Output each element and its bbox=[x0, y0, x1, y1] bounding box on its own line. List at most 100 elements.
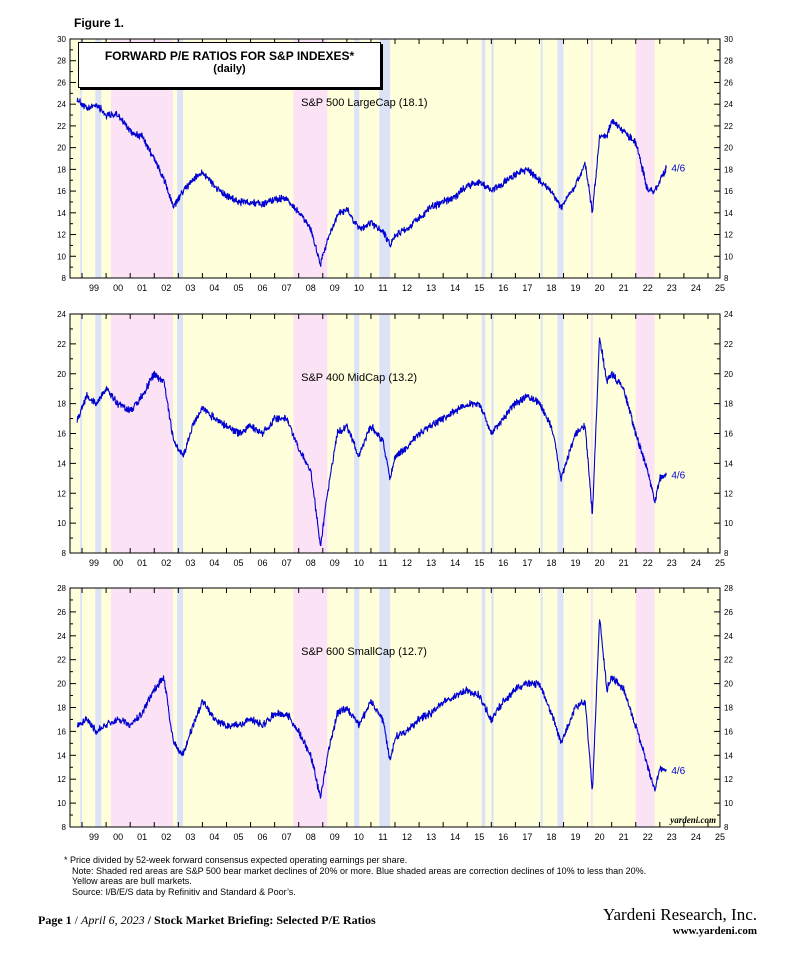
sp600-ytick-label-right: 24 bbox=[724, 632, 733, 641]
sp600-ytick-label-right: 26 bbox=[724, 608, 733, 617]
sp600-year-label: 02 bbox=[161, 832, 171, 842]
sp600-ytick-label-right: 20 bbox=[724, 680, 733, 689]
sp600-year-label: 22 bbox=[643, 832, 653, 842]
sp600-year-label: 17 bbox=[522, 832, 532, 842]
sp600-correction-shade bbox=[379, 588, 391, 827]
sp400-bear-shade bbox=[293, 314, 328, 553]
sp400-year-label: 25 bbox=[715, 558, 725, 568]
sp400-ytick-label-left: 10 bbox=[57, 519, 66, 528]
sp600-year-label: 15 bbox=[474, 832, 484, 842]
sp600-end-date-label: 4/6 bbox=[671, 766, 685, 777]
sp600-year-label: 10 bbox=[354, 832, 364, 842]
sp600-year-label: 01 bbox=[137, 832, 147, 842]
sp400-year-label: 10 bbox=[354, 558, 364, 568]
sp500-ytick-label-left: 20 bbox=[57, 144, 66, 153]
sp400-ytick-label-left: 20 bbox=[57, 370, 66, 379]
sp500-year-label: 99 bbox=[89, 283, 99, 293]
sp400-end-date-label: 4/6 bbox=[671, 470, 685, 481]
sp400-bear-shade bbox=[110, 314, 174, 553]
sp500-ytick-label-right: 18 bbox=[724, 165, 733, 174]
sp500-correction-shade bbox=[354, 39, 360, 278]
sp600-year-label: 23 bbox=[667, 832, 677, 842]
sp500-year-label: 09 bbox=[330, 283, 340, 293]
sp500-correction-shade bbox=[379, 39, 391, 278]
sp600-year-label: 04 bbox=[209, 832, 219, 842]
sp500-year-label: 22 bbox=[643, 283, 653, 293]
chart-subtitle: (daily) bbox=[213, 63, 246, 75]
sp500-year-label: 02 bbox=[161, 283, 171, 293]
sp400-year-label: 12 bbox=[402, 558, 412, 568]
sp400-correction-shade bbox=[354, 314, 360, 553]
sp500-year-label: 19 bbox=[571, 283, 581, 293]
sp400-year-label: 24 bbox=[691, 558, 701, 568]
company-url[interactable]: www.yardeni.com bbox=[672, 925, 757, 937]
footnote-yellow-note: Yellow areas are bull markets. bbox=[72, 876, 192, 886]
sp600-bear-shade bbox=[635, 588, 655, 827]
sp400-correction-shade bbox=[177, 314, 184, 553]
sp400-ytick-label-left: 8 bbox=[62, 549, 67, 558]
page-number: Page 1 bbox=[38, 913, 72, 927]
sp500-ytick-label-left: 22 bbox=[57, 122, 66, 131]
sp600-correction-shade bbox=[95, 588, 102, 827]
sp400-correction-shade bbox=[80, 314, 83, 553]
sp400-year-label: 14 bbox=[450, 558, 460, 568]
sp500-series-label: S&P 500 LargeCap (18.1) bbox=[301, 97, 427, 109]
sp400-year-label: 04 bbox=[209, 558, 219, 568]
sp400-ytick-label-left: 14 bbox=[57, 459, 66, 468]
sp500-ytick-label-right: 26 bbox=[724, 78, 733, 87]
sp500-year-label: 13 bbox=[426, 283, 436, 293]
sp400-year-label: 22 bbox=[643, 558, 653, 568]
sp400-year-label: 08 bbox=[306, 558, 316, 568]
sp500-year-label: 06 bbox=[258, 283, 268, 293]
sp400-year-label: 99 bbox=[89, 558, 99, 568]
sp600-ytick-label-right: 10 bbox=[724, 799, 733, 808]
sp600-correction-shade bbox=[80, 588, 83, 827]
sp500-year-label: 15 bbox=[474, 283, 484, 293]
sp500-ytick-label-left: 26 bbox=[57, 78, 66, 87]
sp500-ytick-label-right: 16 bbox=[724, 187, 733, 196]
sp400-year-label: 09 bbox=[330, 558, 340, 568]
sp400-year-label: 16 bbox=[498, 558, 508, 568]
sp500-ytick-label-left: 28 bbox=[57, 57, 66, 66]
sp600-correction-shade bbox=[481, 588, 486, 827]
sp500-ytick-label-right: 28 bbox=[724, 57, 733, 66]
sp500-correction-shade bbox=[491, 39, 494, 278]
sp400-correction-shade bbox=[540, 314, 543, 553]
sp600-year-label: 11 bbox=[378, 832, 387, 842]
sp500-year-label: 17 bbox=[522, 283, 532, 293]
sp400-correction-shade bbox=[95, 314, 102, 553]
sp500-correction-shade bbox=[557, 39, 564, 278]
sp600-bear-shade bbox=[590, 588, 593, 827]
sp500-ytick-label-left: 24 bbox=[57, 100, 66, 109]
sp600-year-label: 21 bbox=[619, 832, 629, 842]
sp500-ytick-label-right: 30 bbox=[724, 35, 733, 44]
sp400-year-label: 15 bbox=[474, 558, 484, 568]
sp600-year-label: 07 bbox=[282, 832, 292, 842]
sp500-year-label: 01 bbox=[137, 283, 147, 293]
sp500-year-label: 18 bbox=[546, 283, 556, 293]
sp500-ytick-label-right: 22 bbox=[724, 122, 733, 131]
sp600-year-label: 99 bbox=[89, 832, 99, 842]
sp400-ytick-label-right: 8 bbox=[724, 549, 729, 558]
sp600-bear-shade bbox=[110, 588, 174, 827]
sp400-bear-shade bbox=[590, 314, 593, 553]
sp400-ytick-label-right: 16 bbox=[724, 430, 733, 439]
sp400-ytick-label-right: 20 bbox=[724, 370, 733, 379]
sp500-year-label: 21 bbox=[619, 283, 629, 293]
sp600-year-label: 18 bbox=[546, 832, 556, 842]
sp400-correction-shade bbox=[557, 314, 564, 553]
sp600-ytick-label-right: 12 bbox=[724, 775, 733, 784]
report-date: April 6, 2023 bbox=[81, 913, 145, 927]
sp400-year-label: 00 bbox=[113, 558, 123, 568]
sp600-ytick-label-left: 22 bbox=[57, 656, 66, 665]
sp600-year-label: 24 bbox=[691, 832, 701, 842]
sp600-year-label: 20 bbox=[595, 832, 605, 842]
sp600-bear-shade bbox=[293, 588, 328, 827]
sp400-year-label: 20 bbox=[595, 558, 605, 568]
sp500-correction-shade bbox=[540, 39, 543, 278]
sp500-year-label: 16 bbox=[498, 283, 508, 293]
sp500-year-label: 00 bbox=[113, 283, 123, 293]
sp600-ytick-label-left: 26 bbox=[57, 608, 66, 617]
sp600-ytick-label-right: 22 bbox=[724, 656, 733, 665]
sp500-ytick-label-left: 10 bbox=[57, 252, 66, 261]
